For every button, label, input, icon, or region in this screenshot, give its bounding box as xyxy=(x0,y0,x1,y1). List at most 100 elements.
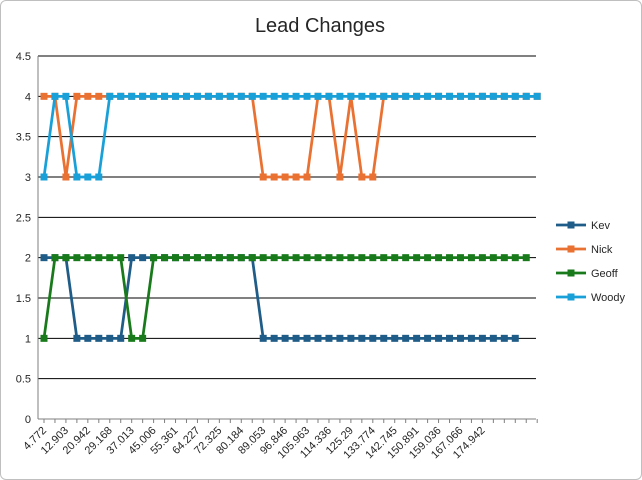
data-point-geoff xyxy=(467,254,475,262)
data-point-geoff xyxy=(248,254,256,262)
data-point-nick xyxy=(40,92,48,100)
data-point-kev xyxy=(467,334,475,342)
data-point-kev xyxy=(413,334,421,342)
data-point-geoff xyxy=(40,334,48,342)
data-point-woody xyxy=(380,92,388,100)
data-point-kev xyxy=(314,334,322,342)
data-point-kev xyxy=(336,334,344,342)
data-point-nick xyxy=(292,173,300,181)
data-point-kev xyxy=(347,334,355,342)
data-point-woody xyxy=(161,92,169,100)
data-point-kev xyxy=(139,254,147,262)
data-point-geoff xyxy=(51,254,59,262)
y-tick-label: 3.5 xyxy=(16,132,31,144)
data-point-woody xyxy=(95,173,103,181)
legend-label-kev: Kev xyxy=(591,220,610,232)
data-point-geoff xyxy=(237,254,245,262)
data-point-kev xyxy=(500,334,508,342)
data-point-woody xyxy=(478,92,486,100)
data-point-woody xyxy=(73,173,81,181)
data-point-nick xyxy=(303,173,311,181)
data-point-geoff xyxy=(325,254,333,262)
y-axis: 0 0.5 1 1.5 2 2.5 3 3.5 4 4.5 xyxy=(16,51,31,426)
data-point-geoff xyxy=(478,254,486,262)
data-point-geoff xyxy=(193,254,201,262)
data-point-woody xyxy=(84,173,92,181)
y-tick-label: 2.5 xyxy=(16,212,31,224)
series-line-woody xyxy=(42,94,538,179)
data-point-geoff xyxy=(456,254,464,262)
data-point-woody xyxy=(172,92,180,100)
data-point-kev xyxy=(402,334,410,342)
y-tick-label: 4 xyxy=(25,91,31,103)
legend: Kev Nick Geoff Woody xyxy=(556,220,626,304)
y-tick-label: 4.5 xyxy=(16,51,31,63)
data-point-geoff xyxy=(161,254,169,262)
data-point-woody xyxy=(281,92,289,100)
data-point-nick xyxy=(84,92,92,100)
data-point-nick xyxy=(336,173,344,181)
data-point-geoff xyxy=(117,254,125,262)
y-tick-label: 1.5 xyxy=(16,293,31,305)
data-point-kev xyxy=(478,334,486,342)
data-point-kev xyxy=(84,334,92,342)
data-point-woody xyxy=(358,92,366,100)
data-point-geoff xyxy=(446,254,454,262)
data-point-kev xyxy=(446,334,454,342)
data-point-woody xyxy=(325,92,333,100)
data-point-geoff xyxy=(128,334,136,342)
data-point-geoff xyxy=(303,254,311,262)
data-point-geoff xyxy=(62,254,70,262)
data-point-woody xyxy=(292,92,300,100)
data-point-woody xyxy=(182,92,190,100)
data-point-geoff xyxy=(369,254,377,262)
data-point-geoff xyxy=(270,254,278,262)
data-point-woody xyxy=(237,92,245,100)
y-tick-label: 3 xyxy=(25,172,31,184)
data-point-woody xyxy=(62,92,70,100)
data-point-woody xyxy=(128,92,136,100)
data-point-geoff xyxy=(402,254,410,262)
data-point-woody xyxy=(489,92,497,100)
data-point-nick xyxy=(358,173,366,181)
data-point-geoff xyxy=(281,254,289,262)
data-point-geoff xyxy=(522,254,530,262)
data-point-kev xyxy=(456,334,464,342)
data-point-woody xyxy=(150,92,158,100)
y-tick-label: 2 xyxy=(25,253,31,265)
data-point-geoff xyxy=(182,254,190,262)
data-point-kev xyxy=(281,334,289,342)
data-point-geoff xyxy=(489,254,497,262)
legend-label-geoff: Geoff xyxy=(591,268,619,280)
data-point-kev xyxy=(117,334,125,342)
data-point-geoff xyxy=(226,254,234,262)
data-point-geoff xyxy=(336,254,344,262)
data-point-geoff xyxy=(95,254,103,262)
legend-label-woody: Woody xyxy=(591,292,626,304)
legend-label-nick: Nick xyxy=(591,244,613,256)
data-point-geoff xyxy=(435,254,443,262)
data-point-woody xyxy=(456,92,464,100)
data-point-geoff xyxy=(84,254,92,262)
data-point-nick xyxy=(270,173,278,181)
data-point-geoff xyxy=(500,254,508,262)
y-tick-label: 1 xyxy=(25,333,31,345)
data-point-geoff xyxy=(347,254,355,262)
data-point-kev xyxy=(259,334,267,342)
data-point-woody xyxy=(139,92,147,100)
data-point-geoff xyxy=(215,254,223,262)
data-point-woody xyxy=(522,92,530,100)
data-point-geoff xyxy=(204,254,212,262)
data-point-woody xyxy=(424,92,432,100)
legend-marker-kev xyxy=(567,221,575,229)
data-point-kev xyxy=(358,334,366,342)
data-point-woody xyxy=(106,92,114,100)
data-point-woody xyxy=(413,92,421,100)
y-tick-label: 0.5 xyxy=(16,374,31,386)
data-point-geoff xyxy=(259,254,267,262)
data-point-geoff xyxy=(292,254,300,262)
data-point-kev xyxy=(95,334,103,342)
data-point-woody xyxy=(215,92,223,100)
data-point-nick xyxy=(259,173,267,181)
